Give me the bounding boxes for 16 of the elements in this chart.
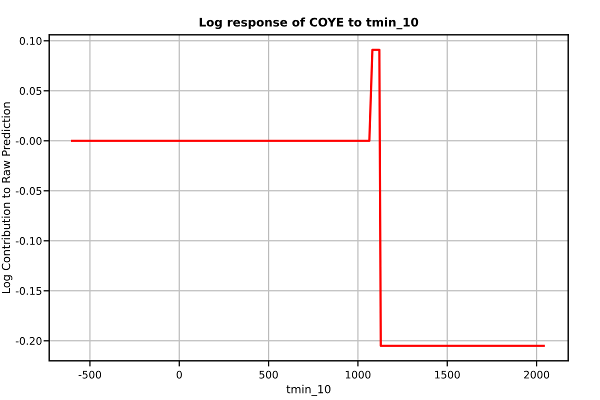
chart-title: Log response of COYE to tmin_10 xyxy=(200,17,418,30)
y-tick-label: -0.20 xyxy=(16,337,42,345)
y-tick-label: -0.15 xyxy=(16,287,42,295)
x-tick-label: -500 xyxy=(78,370,102,379)
y-tick-label: 0.05 xyxy=(20,87,42,95)
x-tick-label: 0 xyxy=(176,370,182,379)
y-tick-label: -0.00 xyxy=(16,137,42,145)
y-tick-label: -0.10 xyxy=(16,237,42,245)
y-tick-label: -0.05 xyxy=(16,187,42,195)
x-tick-label: 1500 xyxy=(435,370,460,379)
y-axis-title: Log Contribution to Raw Prediction xyxy=(2,102,12,294)
x-tick-label: 1000 xyxy=(346,370,370,379)
y-tick-label: 0.10 xyxy=(20,37,42,45)
x-tick-label: 2000 xyxy=(524,370,550,379)
x-axis-title: tmin_10 xyxy=(286,384,330,396)
x-tick-label: 500 xyxy=(259,370,278,379)
